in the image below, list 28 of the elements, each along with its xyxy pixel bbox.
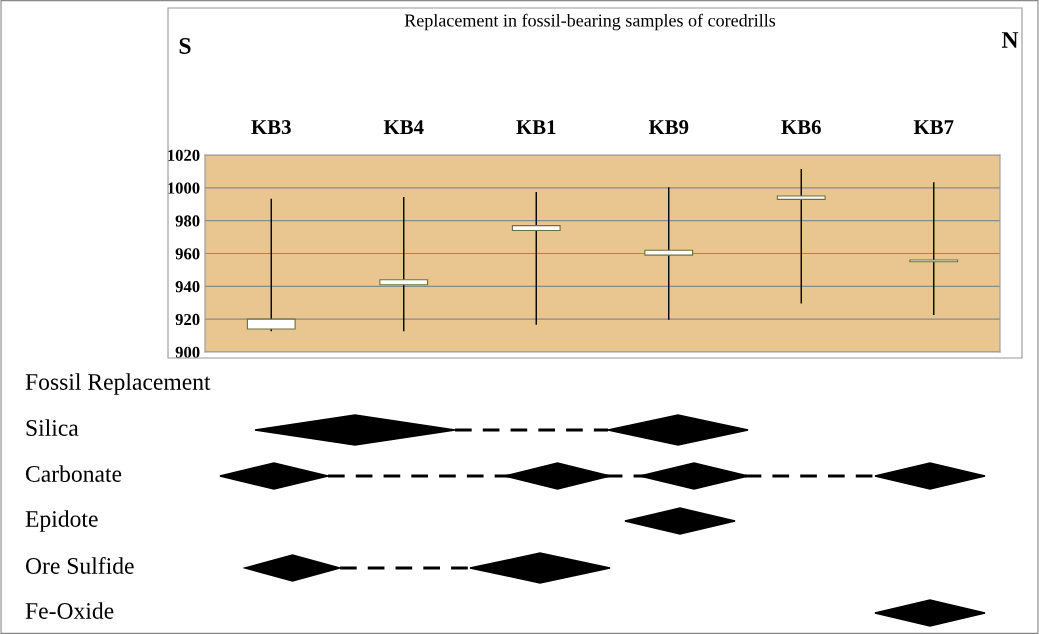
candlestick <box>776 169 826 304</box>
x-tick-label: KB7 <box>913 120 954 134</box>
text: Fossil Replacement <box>25 373 211 395</box>
candlestick <box>909 182 959 315</box>
y-tick-label: 920 <box>175 313 200 326</box>
candlestick <box>644 187 694 320</box>
y-tick-label: 1020 <box>168 149 200 161</box>
text: N <box>1001 32 1019 48</box>
candlestick <box>379 196 429 332</box>
category-label: Silica <box>26 419 79 436</box>
x-tick-label: KB1 <box>516 120 556 134</box>
category-label: Carbonate <box>25 465 122 482</box>
candlestick <box>246 198 296 332</box>
category-label: Fe-Oxide <box>25 602 114 619</box>
y-tick-label: 900 <box>175 346 200 358</box>
x-tick-label: KB9 <box>648 120 689 135</box>
text: S <box>179 38 191 54</box>
category-label: Epidote <box>25 510 98 532</box>
x-tick-label: KB4 <box>383 120 424 134</box>
x-tick-label: KB3 <box>251 120 291 135</box>
chart-title: Replacement in fossil-bearing samples of coredrills <box>404 13 776 31</box>
x-tick-label: KB6 <box>781 120 821 135</box>
y-tick-label: 960 <box>175 248 200 260</box>
candlestick <box>511 192 561 325</box>
y-tick-label: 980 <box>175 215 200 227</box>
category-label: Ore Sulfide <box>25 557 134 574</box>
y-tick-label: 1000 <box>168 182 200 194</box>
y-tick-label: 940 <box>175 281 200 293</box>
